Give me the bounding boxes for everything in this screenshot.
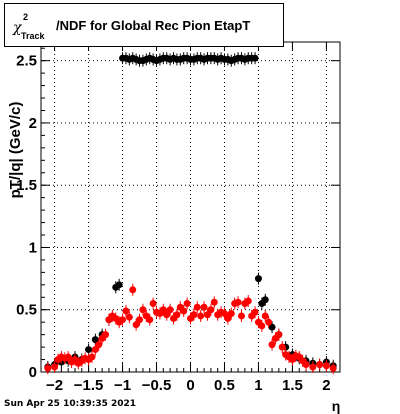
x-tick-label: −1.5 [74, 377, 104, 394]
chart-title: /NDF for Global Rec Pion EtapT [56, 18, 251, 33]
data-point-black [254, 275, 262, 283]
data-point-red [227, 309, 235, 317]
data-point-black [268, 323, 276, 331]
data-point-red [180, 307, 188, 315]
title-superscript: 2 [23, 12, 29, 22]
y-tick-label: 2 [29, 115, 37, 132]
data-point-red [64, 353, 72, 361]
data-point-red [261, 312, 269, 320]
data-point-red [203, 311, 211, 319]
y-tick-label: 1 [29, 239, 37, 256]
data-point-red [329, 364, 337, 372]
data-point-red [91, 346, 99, 354]
data-point-black [261, 296, 269, 304]
data-point-red [132, 321, 140, 329]
data-point-red [122, 307, 130, 315]
data-point-red [302, 361, 310, 369]
data-point-red [183, 300, 191, 308]
data-point-black [115, 281, 123, 289]
data-point-red [193, 303, 201, 311]
timestamp: Sun Apr 25 10:39:35 2021 [4, 399, 137, 409]
x-tick-labels: −2 −1.5 −1 −0.5 0 0.5 1 1.5 2 [46, 377, 331, 394]
data-point-red [207, 306, 215, 314]
data-point-red [316, 361, 324, 369]
title-chi-symbol: χ [13, 20, 22, 36]
data-point-red [44, 364, 52, 372]
data-point-red [322, 362, 330, 370]
data-point-red [125, 313, 133, 321]
data-point-red [224, 314, 232, 322]
data-point-red [190, 311, 198, 319]
data-point-red [278, 343, 286, 351]
y-axis-label: pT/|q| (GeV/c) [7, 102, 24, 199]
chart-title-box: 2 χ Track /NDF for Global Rec Pion EtapT [4, 3, 284, 47]
data-point-red [163, 311, 171, 319]
data-point-red [197, 312, 205, 320]
data-point-red [275, 331, 283, 339]
y-tick-labels: 0 0.5 1 1.5 2 2.5 [16, 53, 37, 381]
x-tick-label: 1.5 [282, 377, 303, 394]
data-point-black [251, 54, 259, 62]
data-point-red [166, 306, 174, 314]
data-point-red [251, 308, 259, 316]
data-point-red [136, 316, 144, 324]
data-point-red [95, 341, 103, 349]
data-point-red [139, 306, 147, 314]
x-tick-label: 2 [322, 377, 330, 394]
data-point-red [268, 341, 276, 349]
data-point-red [258, 322, 266, 330]
title-subscript: Track [21, 31, 45, 41]
data-point-red [309, 363, 317, 371]
data-point-red [237, 312, 245, 320]
data-points [44, 52, 337, 375]
data-point-red [234, 298, 242, 306]
data-point-red [149, 300, 157, 308]
data-point-red [88, 353, 96, 361]
data-point-red [265, 318, 273, 326]
data-point-red [173, 311, 181, 319]
data-point-red [102, 331, 110, 339]
x-tick-label: 1 [254, 377, 262, 394]
data-point-red [159, 306, 167, 314]
data-point-black [91, 336, 99, 344]
y-tick-label: 0.5 [16, 302, 37, 319]
x-tick-label: −0.5 [142, 377, 172, 394]
x-axis-label: η [332, 398, 341, 414]
data-point-red [129, 286, 137, 294]
data-point-red [119, 316, 127, 324]
x-tick-label: 0 [186, 377, 194, 394]
y-tick-label: 2.5 [16, 53, 37, 70]
x-tick-label: 0.5 [214, 377, 235, 394]
data-point-red [220, 309, 228, 317]
data-point-red [210, 298, 218, 306]
y-tick-label: 1.5 [16, 177, 37, 194]
x-tick-label: −1 [114, 377, 131, 394]
data-point-red [200, 303, 208, 311]
data-point-black [85, 346, 93, 354]
y-tick-label: 0 [29, 364, 37, 381]
data-point-red [146, 316, 154, 324]
data-point-red [51, 363, 59, 371]
data-point-red [244, 297, 252, 305]
x-tick-label: −2 [46, 377, 63, 394]
